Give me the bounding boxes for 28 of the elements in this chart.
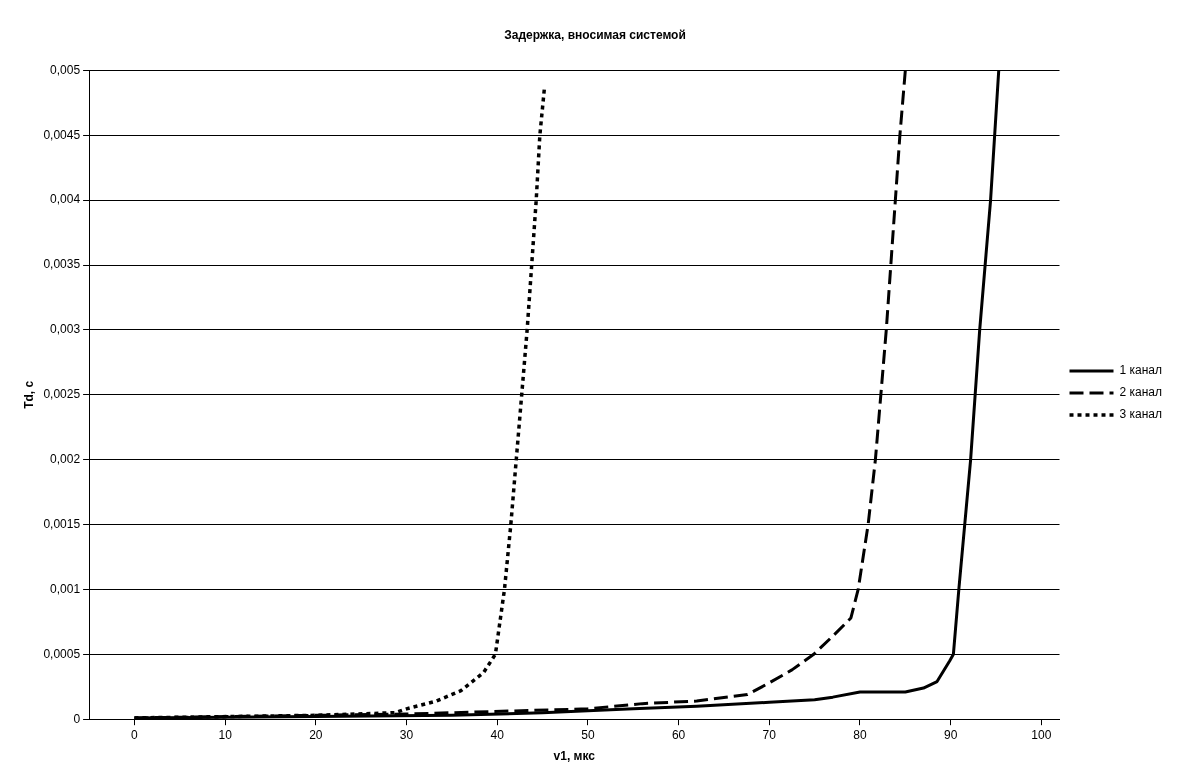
x-tick-label: 30	[399, 727, 414, 742]
y-tick-label: 0,0035	[43, 257, 81, 272]
y-tick-label: 0,0015	[43, 516, 81, 531]
x-tick-label: 10	[218, 727, 233, 742]
y-tick-label: 0,002	[50, 451, 81, 466]
y-tick-label: 0,001	[50, 581, 81, 596]
y-tick-label: 0,003	[50, 322, 81, 337]
legend-label: 2 канал	[1119, 385, 1162, 400]
x-tick-label: 100	[1031, 727, 1052, 742]
x-tick-label: 90	[943, 727, 958, 742]
legend-label: 3 канал	[1119, 407, 1162, 422]
y-axis-title: Td, с	[21, 380, 36, 409]
y-tick-label: 0,0025	[43, 387, 81, 402]
y-tick-label: 0,005	[50, 62, 81, 77]
x-tick-label: 70	[762, 727, 777, 742]
x-tick-label: 60	[671, 727, 686, 742]
legend-label: 1 канал	[1119, 363, 1162, 378]
x-tick-label: 20	[309, 727, 323, 742]
x-tick-label: 50	[581, 727, 595, 742]
x-tick-label: 40	[490, 727, 505, 742]
x-tick-label: 80	[853, 727, 867, 742]
x-tick-label: 0	[131, 727, 139, 742]
x-axis-title: v1, мкс	[553, 749, 596, 764]
y-tick-label: 0	[73, 711, 81, 726]
chart-title: Задержка, вносимая системой	[504, 27, 686, 42]
y-tick-label: 0,0045	[43, 127, 81, 142]
y-tick-label: 0,0005	[43, 646, 81, 661]
y-tick-label: 0,004	[50, 192, 81, 207]
